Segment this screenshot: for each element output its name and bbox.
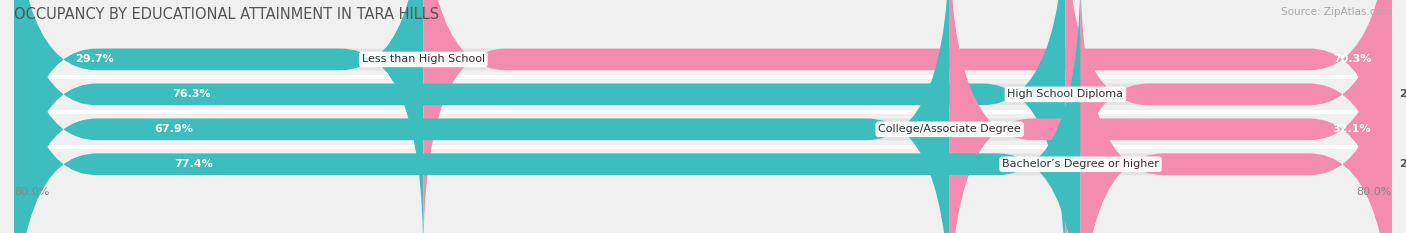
- Text: Less than High School: Less than High School: [361, 55, 485, 64]
- FancyBboxPatch shape: [14, 0, 1392, 233]
- Text: 23.7%: 23.7%: [1399, 89, 1406, 99]
- FancyBboxPatch shape: [1081, 0, 1392, 233]
- Text: 76.3%: 76.3%: [172, 89, 211, 99]
- FancyBboxPatch shape: [1066, 0, 1392, 233]
- Text: Bachelor’s Degree or higher: Bachelor’s Degree or higher: [1002, 159, 1159, 169]
- FancyBboxPatch shape: [14, 0, 1081, 233]
- Text: High School Diploma: High School Diploma: [1007, 89, 1123, 99]
- Text: 22.6%: 22.6%: [1399, 159, 1406, 169]
- Text: Source: ZipAtlas.com: Source: ZipAtlas.com: [1281, 7, 1392, 17]
- FancyBboxPatch shape: [949, 0, 1392, 233]
- Text: College/Associate Degree: College/Associate Degree: [879, 124, 1021, 134]
- FancyBboxPatch shape: [14, 0, 423, 233]
- FancyBboxPatch shape: [14, 0, 1392, 233]
- Legend: Owner-occupied, Renter-occupied: Owner-occupied, Renter-occupied: [572, 230, 834, 233]
- Text: 70.3%: 70.3%: [1333, 55, 1371, 64]
- FancyBboxPatch shape: [14, 0, 1392, 233]
- Text: 67.9%: 67.9%: [155, 124, 193, 134]
- Text: OCCUPANCY BY EDUCATIONAL ATTAINMENT IN TARA HILLS: OCCUPANCY BY EDUCATIONAL ATTAINMENT IN T…: [14, 7, 439, 22]
- FancyBboxPatch shape: [14, 0, 1392, 233]
- Text: 80.0%: 80.0%: [1357, 187, 1392, 197]
- Text: 77.4%: 77.4%: [174, 159, 212, 169]
- Text: 80.0%: 80.0%: [14, 187, 49, 197]
- FancyBboxPatch shape: [14, 0, 1066, 233]
- Text: 32.1%: 32.1%: [1333, 124, 1371, 134]
- FancyBboxPatch shape: [423, 0, 1392, 233]
- FancyBboxPatch shape: [14, 0, 949, 233]
- Text: 29.7%: 29.7%: [76, 55, 114, 64]
